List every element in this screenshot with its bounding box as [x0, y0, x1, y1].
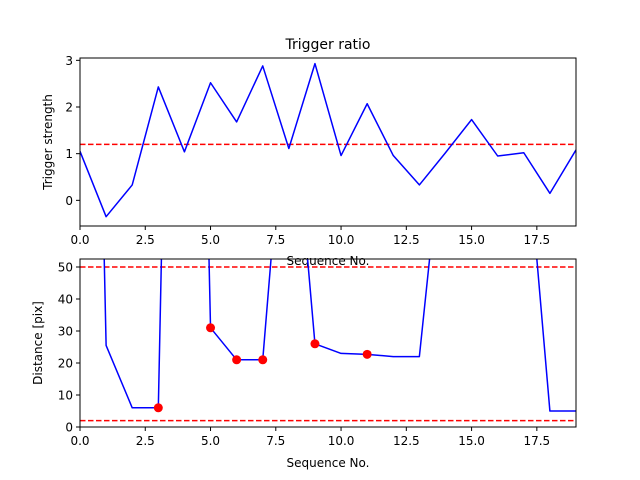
y-tick-label: 0 — [65, 194, 73, 208]
x-tick-label: 0.0 — [70, 233, 89, 247]
x-tick-label: 0.0 — [70, 434, 89, 448]
x-tick-label: 7.5 — [266, 233, 285, 247]
y-axis-label: Distance [pix] — [31, 301, 45, 385]
x-tick-label: 15.0 — [458, 434, 485, 448]
y-tick-label: 20 — [58, 357, 73, 371]
data-point — [153, 403, 163, 413]
distance-panel: 0.0 2.5 5.0 7.5 10.0 12.5 15.0 17.5 0 10 20 30 40 50… — [31, 258, 577, 470]
y-tick-label: 0 — [65, 421, 73, 435]
data-point — [310, 339, 320, 349]
x-tick-label: 10.0 — [328, 233, 355, 247]
y-tick-label: 50 — [58, 261, 73, 275]
x-tick-label: 12.5 — [393, 233, 420, 247]
x-tick-label: 15.0 — [458, 233, 485, 247]
data-point — [206, 323, 216, 333]
x-tick-label: 7.5 — [266, 434, 285, 448]
x-tick-label: 17.5 — [523, 434, 550, 448]
plot-frame — [79, 57, 577, 227]
y-tick-label: 10 — [58, 389, 73, 403]
x-tick-label: 17.5 — [523, 233, 550, 247]
x-tick-label: 2.5 — [136, 434, 155, 448]
x-tick-label: 10.0 — [328, 434, 355, 448]
x-axis-label: Sequence No. — [287, 456, 370, 470]
x-tick-label: 2.5 — [136, 233, 155, 247]
x-tick-label: 5.0 — [201, 434, 220, 448]
y-tick-label: 1 — [65, 147, 73, 161]
y-tick-label: 2 — [65, 101, 73, 115]
chart-title: Trigger ratio — [284, 37, 370, 53]
plot-frame — [79, 258, 577, 428]
x-axis-label: Sequence No. — [287, 254, 370, 268]
x-tick-label: 12.5 — [393, 434, 420, 448]
data-point — [258, 355, 268, 365]
series-line — [80, 62, 576, 218]
y-tick-label: 3 — [65, 54, 73, 68]
y-tick-label: 40 — [58, 293, 73, 307]
data-point — [232, 355, 242, 365]
trigger-ratio-panel: Trigger ratio 0.0 2.5 5.0 7.5 10.0 12.5 15.0 17… — [41, 37, 577, 268]
x-tick-label: 5.0 — [201, 233, 220, 247]
data-point — [362, 349, 372, 359]
series-line — [103, 259, 576, 412]
y-tick-label: 30 — [58, 325, 73, 339]
y-axis-label: Trigger strength — [41, 94, 55, 191]
